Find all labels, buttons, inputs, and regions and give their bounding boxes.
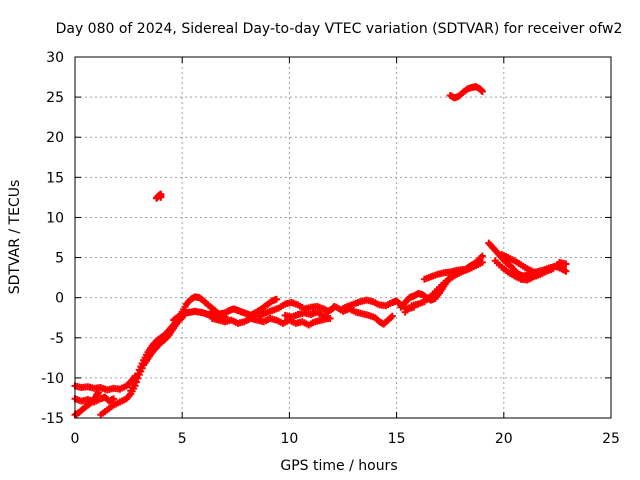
data-point bbox=[562, 260, 570, 268]
series-track-g bbox=[208, 315, 332, 329]
series-isolated-high bbox=[446, 83, 486, 102]
series-track-p bbox=[491, 257, 570, 284]
series-track-k bbox=[333, 303, 396, 328]
data-point bbox=[562, 267, 570, 275]
y-tick-label: 5 bbox=[55, 251, 64, 267]
y-tick-label: 20 bbox=[46, 130, 64, 146]
series-track-n bbox=[420, 266, 467, 283]
x-tick-label: 25 bbox=[602, 431, 620, 447]
series-track-a bbox=[71, 372, 139, 394]
data-point bbox=[326, 315, 334, 323]
data-point bbox=[459, 266, 467, 274]
series-isolated-early bbox=[152, 190, 165, 202]
x-tick-label: 15 bbox=[388, 431, 406, 447]
data-point bbox=[478, 252, 486, 260]
series-track-q bbox=[498, 250, 538, 276]
series-track-c bbox=[71, 388, 103, 419]
y-tick-label: 25 bbox=[46, 90, 64, 106]
data-point bbox=[478, 87, 486, 95]
y-axis-label: SDTVAR / TECUs bbox=[7, 180, 23, 295]
series-track-f bbox=[170, 295, 281, 324]
y-tick-label: -10 bbox=[41, 371, 64, 387]
data-point bbox=[530, 268, 538, 276]
chart-title: Day 080 of 2024, Sidereal Day-to-day VTE… bbox=[56, 21, 623, 37]
y-tick-label: -15 bbox=[41, 411, 64, 427]
y-tick-label: 30 bbox=[46, 50, 64, 66]
x-tick-label: 20 bbox=[495, 431, 513, 447]
y-tick-label: 15 bbox=[46, 170, 64, 186]
axis-ticks: 0 5 10 15 20 25 -15 -10 -5 0 5 10 15 20 25 30 bbox=[41, 50, 620, 447]
data-point bbox=[157, 193, 165, 201]
data-points bbox=[71, 83, 570, 419]
series-track-i bbox=[281, 308, 334, 323]
x-tick-label: 0 bbox=[71, 431, 80, 447]
plot-frame bbox=[74, 56, 612, 419]
y-tick-label: 10 bbox=[46, 210, 64, 226]
data-point bbox=[132, 373, 140, 381]
data-point bbox=[110, 395, 118, 403]
series-track-h bbox=[255, 298, 338, 320]
y-tick-label: 0 bbox=[55, 291, 64, 307]
x-tick-label: 5 bbox=[178, 431, 187, 447]
y-tick-label: -5 bbox=[50, 331, 64, 347]
data-point bbox=[388, 312, 396, 320]
x-axis-label: GPS time / hours bbox=[280, 458, 397, 474]
data-point bbox=[95, 388, 103, 396]
grid-lines bbox=[75, 57, 611, 418]
data-point bbox=[134, 370, 142, 378]
data-point bbox=[131, 377, 139, 385]
data-point bbox=[273, 295, 281, 303]
x-tick-label: 10 bbox=[280, 431, 298, 447]
data-point bbox=[478, 258, 486, 266]
